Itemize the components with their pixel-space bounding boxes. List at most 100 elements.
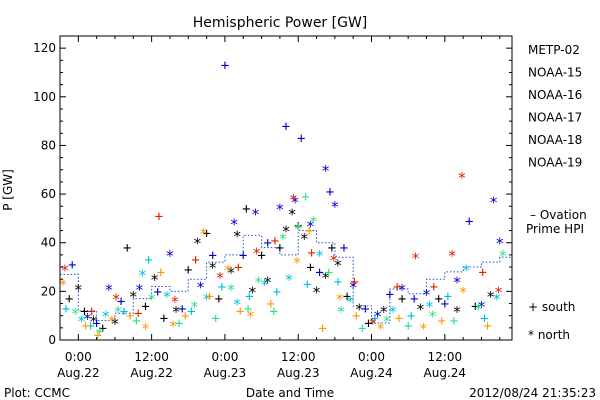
data-point: * [309, 213, 318, 231]
data-point: * [172, 303, 181, 321]
data-point: * [60, 261, 69, 279]
chart-title: Hemispheric Power [GW] [193, 15, 368, 31]
data-point: + [441, 297, 449, 313]
data-point: * [252, 244, 261, 262]
y-tick-label: 100 [33, 90, 56, 104]
legend-entry: NOAA-16 [528, 88, 582, 102]
data-point: * [419, 320, 428, 338]
data-point: * [246, 308, 255, 326]
data-point: + [144, 253, 152, 269]
data-point: + [123, 241, 131, 257]
data-point: + [282, 119, 290, 135]
data-point: * [281, 223, 290, 241]
data-point: * [448, 247, 457, 265]
data-point: + [157, 265, 165, 281]
marker-legend-south: + south [528, 300, 575, 314]
data-point: * [294, 220, 303, 238]
data-point: + [132, 314, 140, 330]
y-tick-label: 20 [41, 284, 56, 298]
data-point: * [223, 261, 232, 279]
data-points: +*+* + *+*+*+ *+*+*+**+*+*+**+*+**+*+*+*+*+… [59, 58, 508, 344]
data-point: + [215, 292, 223, 308]
x-tick-time-label: 0:00 [65, 350, 92, 364]
data-point: * [254, 274, 263, 292]
marker-legend-north: * north [528, 328, 570, 342]
data-point: + [398, 292, 406, 308]
data-point: + [205, 289, 213, 305]
axes: 0 20 40 60 80 100 120 0:00 Aug.22 12:00 Aug.22 0:00… [33, 35, 513, 380]
data-point: * [162, 288, 171, 306]
data-point: + [370, 311, 378, 327]
data-point: * [428, 308, 437, 326]
data-point: + [245, 289, 253, 305]
ovation-step-line [60, 230, 513, 324]
data-point: + [154, 284, 162, 300]
data-point: * [289, 191, 298, 209]
x-tick-date-label: Aug.24 [350, 366, 393, 380]
data-point: + [120, 304, 128, 320]
legend: METP-02 NOAA-15 NOAA-16 NOAA-17 NOAA-18 NOAA-… [526, 43, 587, 342]
data-point: * [330, 198, 339, 216]
data-point: + [340, 241, 348, 257]
x-tick-date-label: Aug.23 [277, 366, 320, 380]
data-point: * [260, 276, 269, 294]
plot-frame [59, 35, 513, 341]
data-point: + [160, 311, 168, 327]
data-point: + [334, 275, 342, 291]
data-point: * [285, 271, 294, 289]
data-point: * [336, 303, 345, 321]
data-point: + [315, 265, 323, 281]
data-point: * [233, 296, 242, 314]
data-point: * [248, 283, 257, 301]
data-point: * [492, 291, 501, 309]
data-point: + [242, 202, 250, 218]
x-tick-date-label: Aug.23 [204, 366, 247, 380]
data-point: * [382, 313, 391, 331]
data-point: + [407, 309, 415, 325]
data-point: + [306, 260, 314, 276]
data-point: + [450, 314, 458, 330]
data-point: * [321, 269, 330, 287]
data-point: + [404, 318, 412, 334]
data-point: * [462, 261, 471, 279]
data-point: + [95, 323, 103, 339]
data-point: * [355, 300, 364, 318]
data-point: + [271, 233, 279, 249]
data-point: + [184, 262, 192, 278]
ovation-hpi-series [60, 230, 513, 324]
data-point: * [416, 300, 425, 318]
data-point: + [212, 311, 220, 327]
data-point: + [297, 131, 305, 147]
data-point: + [94, 328, 102, 344]
data-point: * [165, 247, 174, 265]
y-tick-label: 60 [41, 187, 56, 201]
data-point: + [88, 304, 96, 320]
data-point: * [110, 315, 119, 333]
data-point: + [202, 226, 210, 242]
data-point: + [326, 185, 334, 201]
data-point: * [494, 283, 503, 301]
data-point: + [358, 321, 366, 337]
data-point: + [134, 306, 142, 322]
data-point: + [471, 299, 479, 315]
data-point: + [361, 301, 369, 317]
data-point: * [114, 303, 123, 321]
data-point: * [275, 201, 284, 219]
data-point: + [92, 316, 100, 332]
data-point: * [199, 225, 208, 243]
data-point: * [398, 281, 407, 299]
data-point: * [251, 206, 260, 224]
data-point: * [71, 305, 80, 323]
data-point: * [135, 281, 144, 299]
data-point: * [486, 288, 495, 306]
x-tick-date-label: Aug.24 [424, 366, 467, 380]
data-point: + [410, 292, 418, 308]
data-point: + [483, 318, 491, 334]
data-point: + [141, 299, 149, 315]
data-point: + [434, 292, 442, 308]
data-point: + [478, 265, 486, 281]
data-point: * [489, 193, 498, 211]
data-point: * [453, 303, 462, 321]
data-point: * [208, 259, 217, 277]
